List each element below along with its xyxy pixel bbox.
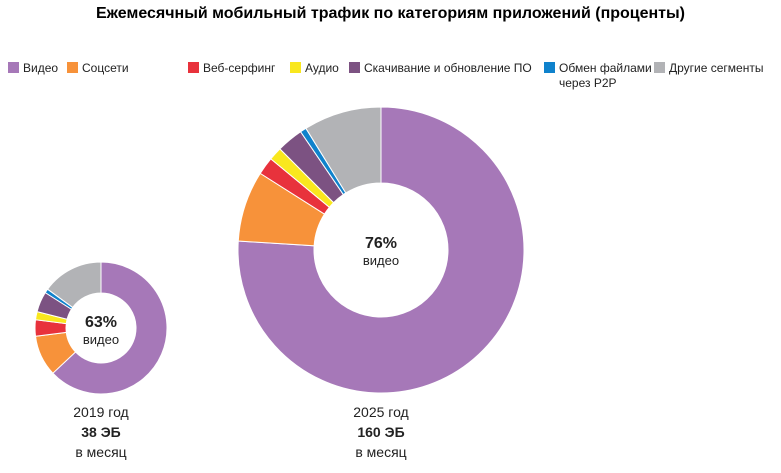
caption-2019: 2019 год 38 ЭБ в месяц [41, 402, 161, 462]
caption-year: 2025 год [353, 404, 409, 420]
slice-video [52, 261, 168, 395]
caption-unit: в месяц [75, 444, 127, 460]
donut-2025 [237, 106, 525, 394]
slice-other [46, 261, 102, 309]
legend-swatch [290, 62, 301, 73]
legend-label: Соцсети [82, 61, 129, 75]
slice-other [305, 106, 382, 194]
legend-label: Обмен файлами [559, 61, 652, 75]
legend-label: Скачивание и обновление ПО [364, 61, 532, 75]
caption-year: 2019 год [73, 404, 129, 420]
legend-label: Веб-серфинг [203, 61, 276, 75]
center-value-2019: 63% [85, 314, 117, 331]
legend-label: Аудио [305, 61, 339, 75]
caption-2025: 2025 год 160 ЭБ в месяц [321, 402, 441, 462]
legend-label: Другие сегменты [669, 61, 764, 75]
caption-volume: 160 ЭБ [357, 424, 405, 440]
legend-swatch [654, 62, 665, 73]
center-label-2019: видео [83, 332, 119, 347]
center-label-2025: видео [363, 253, 399, 268]
legend-label: Видео [23, 61, 59, 75]
legend-label-line2: через P2P [559, 76, 617, 90]
slice-video [237, 106, 525, 394]
caption-unit: в месяц [355, 444, 407, 460]
legend-swatch [349, 62, 360, 73]
legend-swatch [8, 62, 19, 73]
legend-swatch [67, 62, 78, 73]
caption-volume: 38 ЭБ [81, 424, 121, 440]
legend-swatch [544, 62, 555, 73]
center-value-2025: 76% [365, 235, 397, 252]
donut-2019 [34, 261, 168, 395]
legend-swatch [188, 62, 199, 73]
chart-title: Ежемесячный мобильный трафик по категори… [95, 5, 685, 22]
